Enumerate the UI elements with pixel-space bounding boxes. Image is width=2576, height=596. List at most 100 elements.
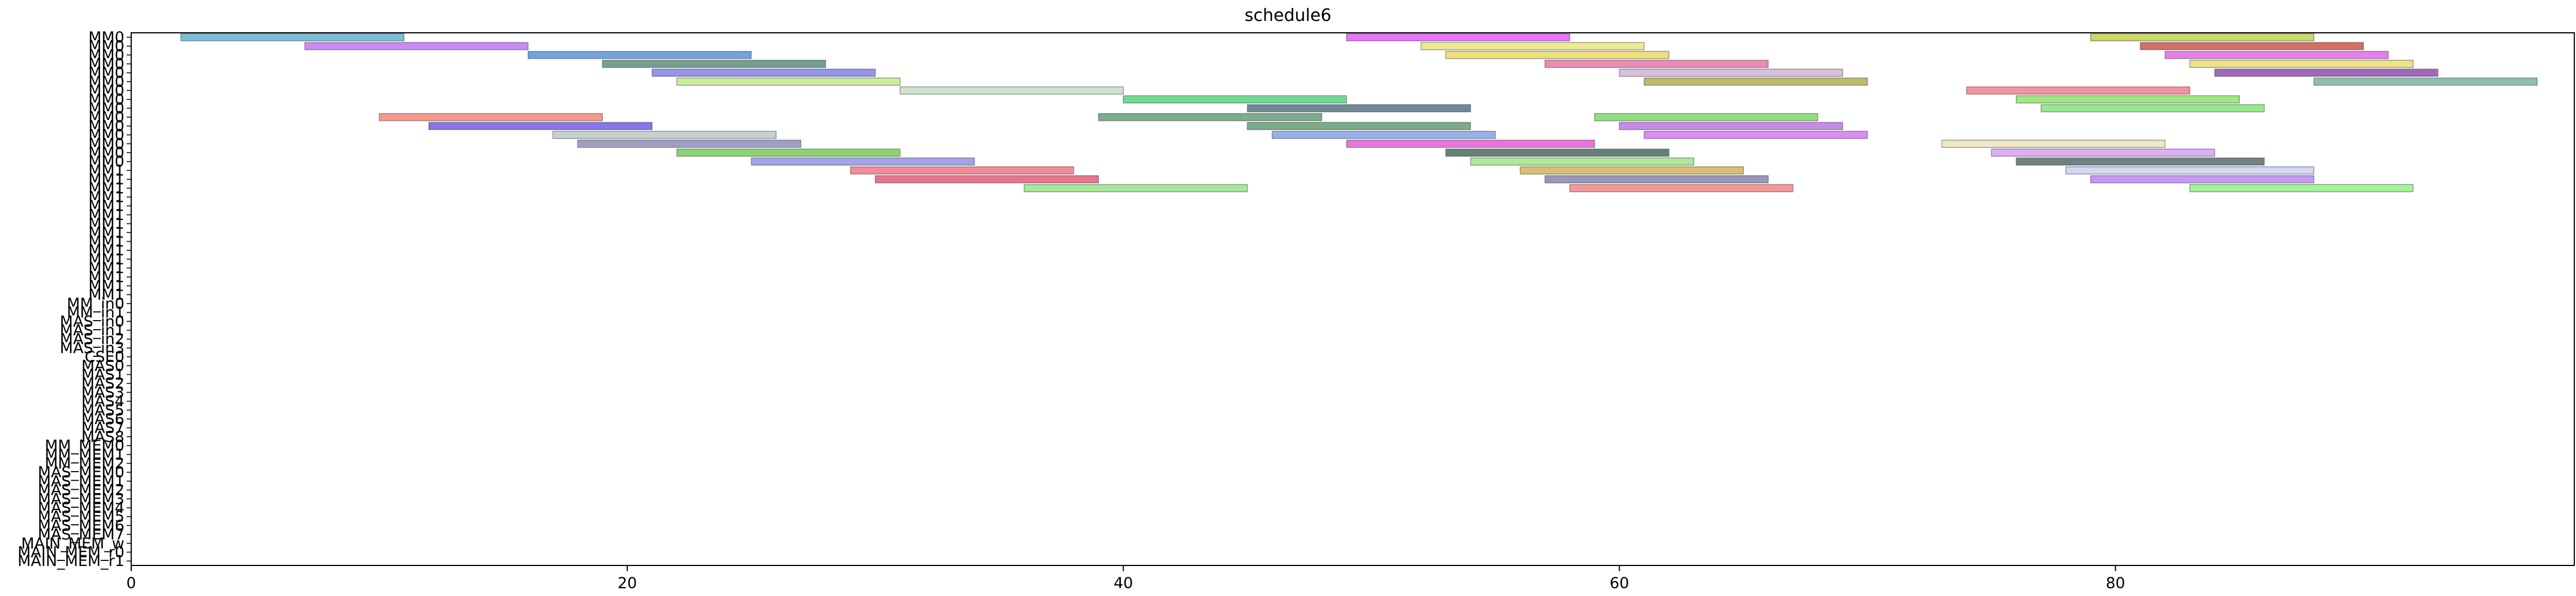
y-tick-label: MM0	[88, 144, 124, 162]
gantt-bar	[1346, 33, 1570, 42]
y-tick-label: CSE0	[85, 348, 124, 366]
y-tick-label: MM1	[88, 180, 124, 197]
gantt-bar	[2214, 68, 2439, 77]
gantt-bar	[1520, 166, 1744, 175]
y-tick-label: MM1	[88, 233, 124, 251]
y-tick-label: MAS_MEM6	[38, 517, 124, 534]
gantt-bar	[676, 148, 901, 157]
gantt-bar	[2016, 95, 2240, 103]
y-tick-label: MM1	[88, 171, 124, 188]
plot-frame	[131, 32, 2575, 566]
gantt-bar	[651, 68, 876, 77]
y-tick-label: MAS_in3	[60, 339, 124, 357]
gantt-bar	[2090, 33, 2315, 42]
gantt-bar	[378, 113, 603, 122]
x-tick-label: 80	[2105, 575, 2125, 592]
y-tick-label: MAS_MEM5	[38, 508, 124, 526]
gantt-bar	[527, 51, 752, 59]
gantt-bar	[2139, 42, 2364, 50]
y-tick-label: MAS2	[81, 375, 124, 392]
gantt-bar	[304, 42, 529, 50]
y-tick-label: MM_MEM1	[45, 446, 124, 464]
gantt-bar	[1966, 86, 2190, 95]
gantt-bar	[577, 140, 801, 148]
y-tick-label: MM0	[88, 109, 124, 126]
y-tick-label: MM0	[88, 38, 124, 55]
y-tick-label: MM0	[88, 127, 124, 144]
gantt-bar	[676, 77, 901, 86]
y-tick-label: MAS_in2	[60, 331, 124, 348]
y-tick-label: MAIN_MEM_w	[21, 535, 124, 552]
gantt-bar	[1271, 131, 1496, 139]
gantt-bar	[750, 157, 975, 166]
y-tick-label: MM0	[88, 100, 124, 117]
y-tick-label: MAS_MEM0	[38, 464, 124, 481]
gantt-bar	[2189, 59, 2414, 68]
y-tick-label: MM1	[88, 224, 124, 241]
y-tick-label: MAS4	[81, 393, 124, 411]
y-tick-label: MAS6	[81, 411, 124, 428]
y-tick-label: MAS3	[81, 384, 124, 401]
y-tick-label: MM0	[88, 153, 124, 171]
gantt-bar	[1941, 140, 2166, 148]
y-tick-label: MM1	[88, 286, 124, 304]
gantt-bar	[1643, 77, 1868, 86]
y-tick-label: MM_in1	[67, 304, 124, 322]
gantt-bar	[2090, 175, 2315, 184]
y-tick-label: MM1	[88, 251, 124, 268]
gantt-bar	[1123, 95, 1347, 103]
y-tick-label: MAS_MEM2	[38, 482, 124, 499]
gantt-bar	[1420, 42, 1645, 50]
y-tick-label: MM1	[88, 242, 124, 260]
y-tick-label: MM0	[88, 55, 124, 73]
gantt-bar	[874, 175, 1099, 184]
gantt-bar	[428, 122, 653, 131]
y-tick-label: MM_MEM2	[45, 455, 124, 472]
y-tick-label: MM0	[88, 135, 124, 153]
gantt-bar	[1594, 113, 1819, 122]
y-tick-label: MM0	[88, 46, 124, 64]
gantt-bar	[2065, 166, 2315, 175]
y-tick-label: MAIN_MEM_r0	[18, 543, 124, 561]
y-tick-label: MAS_MEM4	[38, 499, 124, 517]
gantt-bar	[1991, 148, 2215, 157]
y-tick-label: MAS0	[81, 357, 124, 375]
y-tick-label: MM0	[88, 118, 124, 135]
gantt-bar	[552, 131, 777, 139]
gantt-bar	[1246, 122, 1472, 131]
gantt-bar	[1470, 157, 1694, 166]
y-tick-label: MAIN_MEM_r1	[18, 552, 124, 570]
gantt-bar	[1619, 68, 1843, 77]
y-tick-label: MM1	[88, 188, 124, 206]
y-tick-label: MM0	[88, 82, 124, 100]
gantt-bar	[1544, 175, 1769, 184]
y-tick-label: MAS_in1	[60, 322, 124, 339]
gantt-bar	[850, 166, 1075, 175]
y-tick-label: MAS_in0	[60, 313, 124, 330]
y-tick-label: MAS8	[81, 428, 124, 446]
y-tick-label: MM1	[88, 197, 124, 215]
gantt-bar	[1544, 59, 1769, 68]
y-tick-label: MM0	[88, 91, 124, 109]
gantt-bar	[1569, 184, 1794, 192]
chart-title: schedule6	[1244, 6, 1332, 25]
y-tick-label: MM1	[88, 162, 124, 179]
y-tick-label: MM1	[88, 277, 124, 295]
y-tick-label: MM0	[88, 73, 124, 90]
gantt-bar	[899, 86, 1124, 95]
x-tick-label: 40	[1114, 575, 1133, 592]
y-tick-label: MM1	[88, 215, 124, 233]
gantt-bar	[1445, 148, 1669, 157]
x-tick-label: 20	[618, 575, 637, 592]
gantt-bar	[1619, 122, 1843, 131]
y-tick-label: MM1	[88, 206, 124, 224]
y-tick-label: MM_MEM0	[45, 437, 124, 455]
y-tick-label: MAS7	[81, 420, 124, 437]
gantt-bar	[180, 33, 405, 42]
gantt-bar	[602, 59, 826, 68]
y-tick-label: MM0	[88, 29, 124, 46]
x-tick-label: 60	[1610, 575, 1629, 592]
y-tick-label: MM0	[88, 64, 124, 82]
gantt-bar	[1346, 140, 1595, 148]
